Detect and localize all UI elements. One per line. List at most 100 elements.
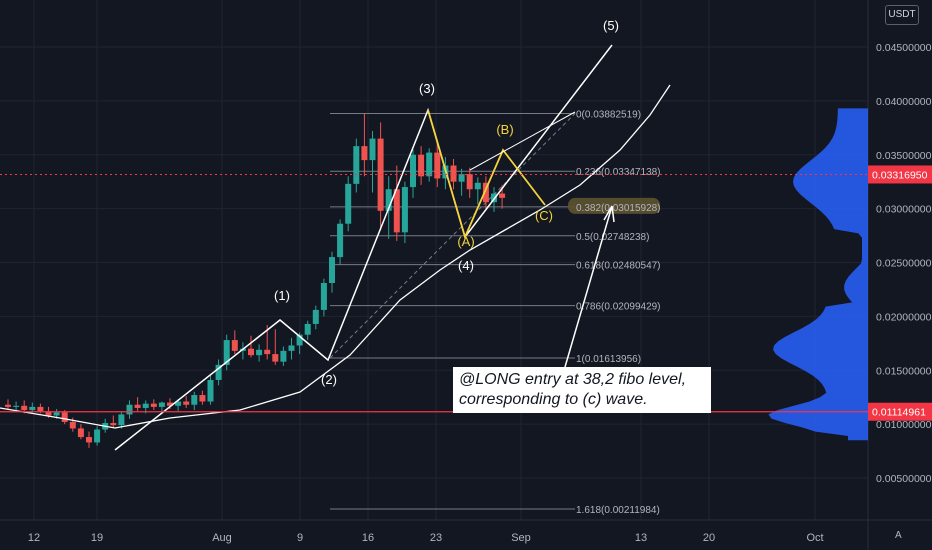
volume-profile-shape [768, 108, 868, 441]
candle-body [466, 174, 473, 190]
wave-label: (2) [321, 372, 337, 387]
candle-body [353, 146, 360, 184]
candle-body [21, 405, 28, 411]
candle-body [393, 189, 400, 233]
price-tick-label: 0.02500000 [876, 258, 932, 270]
candle-body [37, 406, 44, 412]
candle-body [142, 403, 149, 408]
arrow-head [603, 205, 615, 223]
price-marker-label: 0.01114961 [872, 407, 926, 419]
candle-body [53, 412, 60, 416]
note-line: corresponding to (c) wave. [459, 391, 648, 408]
candle-body [337, 223, 344, 258]
candle-body [361, 146, 368, 161]
candle-body [199, 395, 206, 402]
candle-body [118, 414, 125, 426]
price-marker-badge [868, 402, 932, 421]
arrow-line [564, 205, 613, 368]
candle-body [426, 152, 433, 177]
candle-body [215, 364, 222, 380]
time-tick-label: Sep [511, 532, 531, 544]
price-tick-label: 0.03500000 [876, 150, 932, 162]
candle-body [29, 406, 36, 411]
price-tick-label: 0.04000000 [876, 96, 932, 108]
candle-body [418, 154, 425, 177]
wave-label: (3) [419, 81, 435, 96]
fib-level-label: 1(0.01613956) [576, 354, 641, 365]
candle-body [191, 395, 198, 405]
time-tick-label: 23 [430, 532, 442, 544]
candle-body [304, 323, 311, 335]
candle-body [320, 282, 327, 310]
impulse-wave-path [114, 44, 613, 451]
candle-body [345, 183, 352, 224]
price-marker-label: 0.03316950 [872, 169, 928, 181]
candle-body [94, 429, 101, 443]
time-tick-label: 13 [635, 532, 647, 544]
price-axis[interactable]: 0.04500000 0.04000000 0.03500000 0.03000000… [876, 42, 932, 485]
candle-body [264, 349, 271, 355]
wave-label: (1) [274, 288, 290, 303]
candle-body [256, 349, 263, 356]
candle-body [231, 340, 238, 351]
candle-body [329, 257, 335, 283]
candle-body [223, 340, 230, 365]
moving-average-line [0, 84, 671, 429]
wave-label: (C) [535, 208, 553, 223]
price-tick-label: 0.00500000 [876, 473, 932, 485]
wave-label: (5) [603, 18, 619, 33]
price-tick-label: 0.02000000 [876, 311, 932, 323]
candle-body [183, 401, 190, 405]
time-tick-label: 12 [28, 532, 40, 544]
fib-level-label: 0(0.03882519) [576, 110, 641, 121]
fib-trend-line [329, 113, 576, 359]
currency-button[interactable]: USDT [885, 5, 919, 25]
candle-body [167, 402, 173, 406]
candle-body [410, 154, 416, 188]
candle-body [450, 165, 457, 182]
candle-body [369, 138, 376, 161]
fib-level-label: 1.618(0.00211984) [576, 505, 660, 516]
volume-profile [768, 108, 868, 441]
wave-label: (A) [457, 234, 474, 249]
candle-body [150, 403, 157, 407]
candle-body [458, 174, 465, 182]
time-tick-label: 20 [703, 532, 715, 544]
candle-body [491, 193, 497, 203]
time-tick-label: Aug [212, 532, 232, 544]
time-tick-label: 9 [297, 532, 303, 544]
candle-body [434, 152, 441, 179]
candle-body [45, 411, 52, 416]
time-tick-label: 19 [91, 532, 103, 544]
fib-level-label: 0.5(0.02748238) [576, 232, 649, 243]
price-markers: 0.03316950 0.01114961 [0, 165, 932, 421]
candle-body [401, 187, 408, 233]
candle-body [280, 350, 287, 362]
fib-highlight [568, 197, 660, 214]
price-tick-label: 0.03000000 [876, 204, 932, 216]
candle-body [385, 189, 392, 211]
time-tick-label: Oct [806, 532, 823, 544]
candle-body [482, 182, 489, 203]
auto-scale-button[interactable]: A [895, 530, 902, 541]
note-line: @LONG entry at 38,2 fibo level, [459, 371, 687, 388]
candle-body [77, 428, 84, 438]
candle-body [110, 423, 117, 426]
price-tick-label: 0.01500000 [876, 365, 932, 377]
candle-body [272, 354, 279, 362]
price-tick-label: 0.01000000 [876, 419, 932, 431]
candle-body [474, 182, 481, 190]
corrective-wave-path [427, 109, 546, 240]
price-tick-label: 0.04500000 [876, 42, 932, 54]
channel-line [469, 111, 576, 171]
candle-body [134, 404, 141, 408]
candle-body [175, 401, 182, 406]
time-tick-label: 16 [362, 532, 374, 544]
candle-body [61, 412, 68, 422]
wave-label: (B) [496, 122, 513, 137]
candle-body [296, 334, 303, 346]
candle-body [207, 379, 214, 402]
time-axis[interactable]: 12 19 Aug 9 16 23 Sep 13 20 Oct [28, 532, 824, 544]
